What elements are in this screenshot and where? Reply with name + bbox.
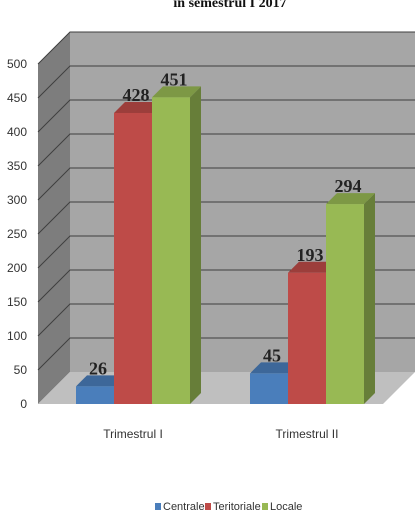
y-tick-label: 450	[7, 91, 27, 105]
legend-label: Centrale	[163, 501, 205, 513]
y-tick-label: 500	[7, 57, 27, 71]
y-tick-label: 0	[20, 397, 27, 411]
x-category-label: Trimestrul II	[276, 427, 339, 441]
legend-swatch	[155, 503, 161, 510]
y-tick-label: 200	[7, 261, 27, 275]
gridline	[37, 99, 415, 133]
bars	[76, 86, 375, 405]
legend-item-teritoriale: Teritoriale	[205, 501, 261, 513]
gridline	[37, 133, 415, 167]
gridlines	[37, 31, 415, 371]
gridline	[37, 167, 415, 201]
data-labels: 26 428 451 45 193 294	[89, 69, 362, 378]
x-category-label: Trimestrul I	[103, 427, 163, 441]
gridline	[37, 31, 415, 65]
legend-item-locale: Locale	[262, 501, 302, 513]
legend-swatch	[262, 503, 268, 510]
y-tick-label: 100	[7, 329, 27, 343]
y-tick-label: 250	[7, 227, 27, 241]
gridline	[37, 65, 415, 99]
legend-label: Teritoriale	[213, 501, 261, 513]
legend-swatch	[205, 503, 211, 510]
bar-locale-2	[326, 193, 375, 404]
gridline	[37, 201, 415, 235]
y-tick-label: 350	[7, 159, 27, 173]
y-tick-label: 50	[14, 363, 28, 377]
x-axis-categories: Trimestrul I Trimestrul II	[103, 427, 338, 441]
data-label: 451	[161, 69, 188, 89]
data-label: 294	[335, 176, 362, 196]
legend: Centrale Teritoriale Locale	[155, 501, 302, 513]
y-tick-label: 150	[7, 295, 27, 309]
data-label: 193	[297, 245, 324, 265]
legend-label: Locale	[270, 501, 302, 513]
chart-title: în semestrul I 2017	[172, 0, 286, 11]
gridline	[37, 235, 415, 269]
y-tick-label: 300	[7, 193, 27, 207]
legend-item-centrale: Centrale	[155, 501, 205, 513]
y-tick-label: 400	[7, 125, 27, 139]
bar-locale-1	[152, 86, 201, 404]
data-label: 45	[263, 345, 281, 365]
data-label: 26	[89, 358, 107, 378]
data-label: 428	[123, 85, 150, 105]
y-axis-ticks: 0 50 100 150 200 250 300 350 400 450 500	[7, 57, 27, 411]
